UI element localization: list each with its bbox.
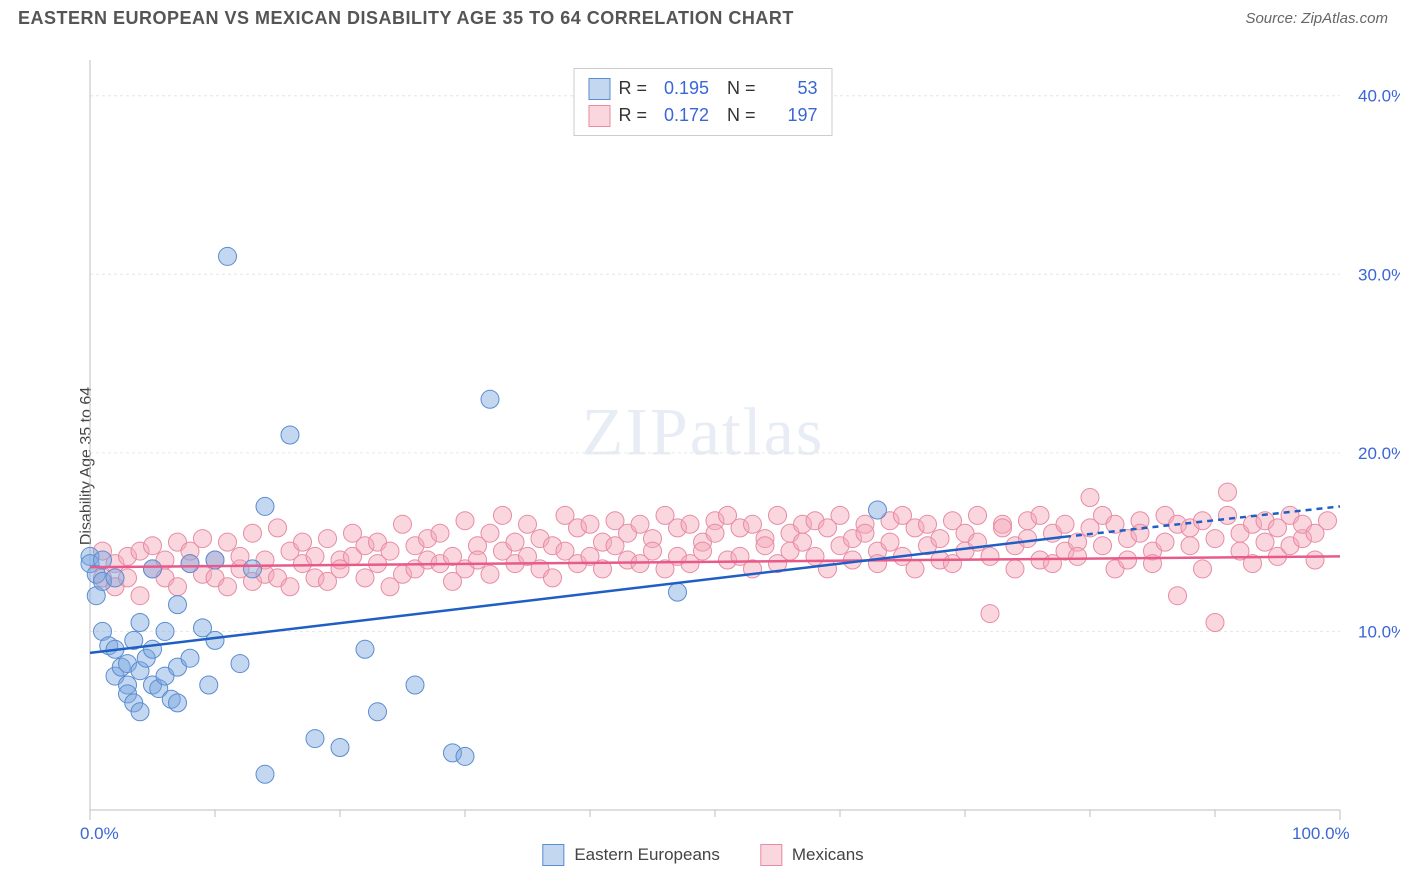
- legend-r-label: R =: [618, 102, 647, 129]
- swatch-mexican-icon: [760, 844, 782, 866]
- legend-label-mexican: Mexicans: [792, 845, 864, 865]
- swatch-eastern-icon: [588, 78, 610, 100]
- chart-area: Disability Age 35 to 64 ZIPatlas 10.0%20…: [0, 40, 1406, 892]
- svg-text:10.0%: 10.0%: [1358, 622, 1400, 641]
- svg-text:30.0%: 30.0%: [1358, 265, 1400, 284]
- source-credit: Source: ZipAtlas.com: [1245, 10, 1388, 27]
- legend-n-value-mexican: 197: [764, 102, 818, 129]
- series-legend: Eastern Europeans Mexicans: [542, 844, 863, 866]
- legend-r-label: R =: [618, 75, 647, 102]
- scatter-plot: 10.0% 20.0% 30.0% 40.0%: [40, 40, 1400, 840]
- legend-r-value-eastern: 0.195: [655, 75, 709, 102]
- svg-text:40.0%: 40.0%: [1358, 87, 1400, 106]
- legend-n-label: N =: [717, 102, 756, 129]
- x-axis-tick-max: 100.0%: [1292, 824, 1350, 844]
- svg-text:20.0%: 20.0%: [1358, 444, 1400, 463]
- correlation-legend: R = 0.195 N = 53 R = 0.172 N = 197: [573, 68, 832, 136]
- title-bar: EASTERN EUROPEAN VS MEXICAN DISABILITY A…: [0, 0, 1406, 29]
- x-axis-tick-min: 0.0%: [80, 824, 119, 844]
- legend-r-value-mexican: 0.172: [655, 102, 709, 129]
- legend-row-mexican: R = 0.172 N = 197: [588, 102, 817, 129]
- legend-item-eastern: Eastern Europeans: [542, 844, 720, 866]
- legend-n-label: N =: [717, 75, 756, 102]
- chart-title: EASTERN EUROPEAN VS MEXICAN DISABILITY A…: [18, 8, 794, 29]
- legend-row-eastern: R = 0.195 N = 53: [588, 75, 817, 102]
- swatch-mexican-icon: [588, 105, 610, 127]
- legend-label-eastern: Eastern Europeans: [574, 845, 720, 865]
- swatch-eastern-icon: [542, 844, 564, 866]
- legend-item-mexican: Mexicans: [760, 844, 864, 866]
- legend-n-value-eastern: 53: [764, 75, 818, 102]
